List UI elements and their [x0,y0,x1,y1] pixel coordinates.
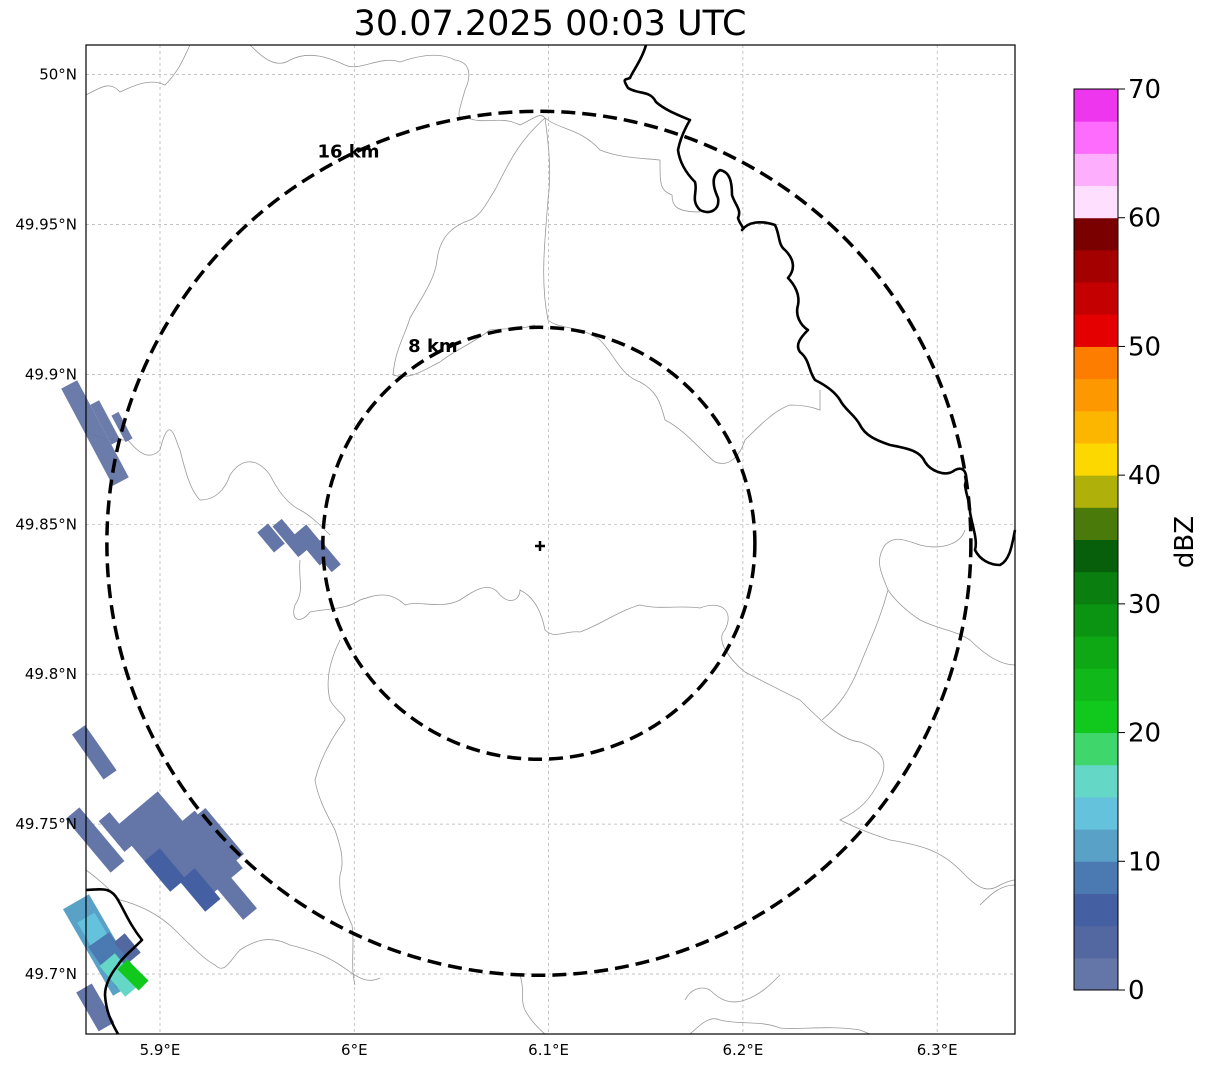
colorbar-tick-label: 20 [1128,719,1161,749]
boundary-line [85,429,331,536]
colorbar-tick-label: 50 [1128,332,1161,362]
radar-site-marker [535,541,545,551]
echo-cell [257,523,285,553]
colorbar-segment [1074,121,1118,154]
map-frame [85,44,1016,1035]
colorbar-segment [1074,829,1118,862]
colorbar-segment [1074,185,1118,219]
boundary-line [684,974,781,1003]
colorbar-segment [1074,539,1118,573]
colorbar-segment [1074,957,1118,991]
colorbar-segment [1074,314,1118,347]
echo-cell [311,539,341,573]
boundary-line [979,884,1016,906]
lon-tick-label: 6.3°E [917,1041,958,1059]
lon-tick-label: 6.2°E [722,1041,763,1059]
colorbar-segment [1074,668,1118,701]
echo-cell [272,518,308,558]
colorbar-segment [1074,410,1118,444]
echo-cell [179,868,221,912]
echo-cell [90,400,121,445]
map-title: 30.07.2025 00:03 UTC [353,4,747,44]
boundary-line [543,199,821,464]
echo-cell [71,725,117,780]
lat-tick-label: 49.8°N [25,665,77,683]
echo-cell [211,870,257,920]
colorbar-segment [1074,893,1118,927]
echo-cell [117,959,149,991]
lon-tick-label: 6.1°E [528,1041,569,1059]
municipal-boundaries [85,44,1016,1035]
boundary-line [392,117,546,376]
national-border [85,44,1017,1035]
colorbar-tick-label: 10 [1128,847,1161,877]
boundary-line [293,559,746,673]
colorbar-segment [1074,346,1118,380]
ring-label-8km: 8 km [408,336,458,357]
colorbar-label: dBZ [1170,516,1200,568]
colorbar-segment [1074,571,1118,605]
ring-label-16km: 16 km [317,141,379,162]
lat-tick-label: 49.7°N [25,965,77,983]
lat-tick-label: 49.85°N [15,515,77,533]
colorbar-tick-label: 60 [1128,204,1161,234]
colorbar-segment [1074,475,1118,508]
border-line [85,887,144,1035]
boundary-line [744,671,1016,890]
colorbar-segment [1074,700,1118,734]
range-rings: 8 km 16 km [105,109,973,978]
boundary-line [314,639,356,986]
colorbar-tick-label: 0 [1128,976,1145,1006]
boundary-line [519,974,546,1035]
colorbar-tick-label: 40 [1128,461,1161,491]
colorbar-tick-label: 30 [1128,590,1161,620]
echo-cell [183,808,245,872]
colorbar-tick-label: 70 [1128,75,1161,105]
colorbar-segment [1074,442,1118,476]
colorbar-segment [1074,249,1118,283]
colorbar-segment [1074,378,1118,412]
colorbar-segment [1074,861,1118,894]
gridlines [86,45,1015,1034]
colorbar-segment [1074,636,1118,669]
axis-ticks: 5.9°E 6°E 6.1°E 6.2°E 6.3°E 50°N 49.95°N 49.9°N… [15,66,957,1059]
range-ring-16km [105,109,973,978]
echo-cell [113,933,141,962]
echo-cell [65,807,125,873]
colorbar-segment [1074,89,1118,122]
boundary-line [85,869,381,981]
lat-tick-label: 50°N [39,66,77,84]
lat-tick-label: 49.75°N [15,815,77,833]
colorbar-segment [1074,764,1118,798]
echo-cell [99,953,141,997]
colorbar-segment [1074,282,1118,315]
boundary-line [249,44,551,201]
boundary-line [689,1018,871,1035]
colorbar-segment [1074,507,1118,540]
echo-cell [144,848,186,892]
echo-cell [61,380,129,486]
lon-tick-label: 5.9°E [140,1041,181,1059]
boundary-line [544,117,701,213]
range-ring-8km [321,325,757,762]
border-line [623,44,1017,567]
boundary-line [821,589,889,721]
lat-tick-label: 49.95°N [15,216,77,234]
lon-tick-label: 6°E [341,1041,368,1059]
colorbar-frame [1073,88,1119,991]
colorbar-segment [1074,732,1118,766]
colorbar-segment [1074,796,1118,830]
colorbar-segment [1074,925,1118,959]
colorbar-segment [1074,603,1118,637]
radar-echoes [61,380,341,1032]
echo-cell [98,812,136,852]
boundary-line [85,44,191,96]
colorbar-segment [1074,153,1118,187]
colorbar-segment [1074,217,1118,251]
lat-tick-label: 49.9°N [25,365,77,383]
